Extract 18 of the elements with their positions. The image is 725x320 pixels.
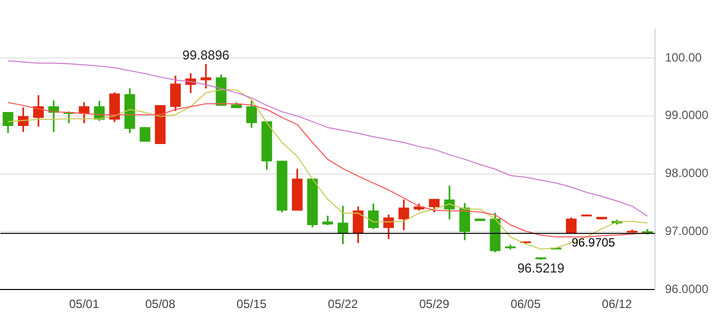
candlestick (474, 218, 486, 222)
y-tick-label: 96.0000 (665, 282, 709, 296)
x-tick-label: 05/22 (328, 297, 358, 312)
y-tick-label: 98.0000 (665, 166, 709, 180)
ref-line-label: 96.9705 (572, 236, 616, 250)
x-tick-label: 05/01 (69, 297, 100, 312)
y-tick-label: 100.00 (665, 50, 702, 64)
x-tick-label: 06/05 (510, 297, 541, 312)
x-tick-label: 05/15 (236, 297, 267, 312)
x-tick-label: 05/29 (419, 297, 450, 312)
annotation: 99.8896 (182, 47, 230, 62)
annotation: 96.5219 (517, 260, 564, 276)
y-tick-label: 97.0000 (665, 224, 709, 238)
x-tick-label: 06/12 (602, 297, 632, 312)
y-tick-label: 99.0000 (665, 108, 709, 122)
candlestick (596, 216, 608, 220)
candlestick (140, 127, 150, 142)
x-tick-label: 05/08 (145, 297, 176, 312)
